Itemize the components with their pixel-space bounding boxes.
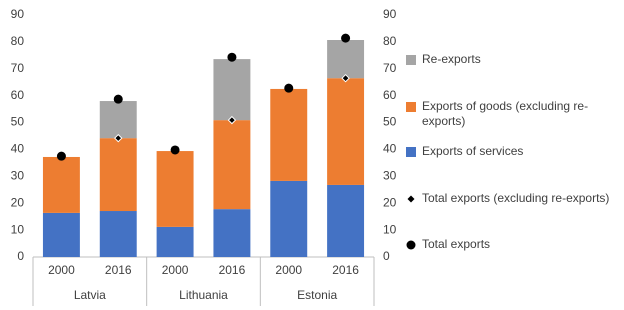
dot-marker <box>341 33 351 43</box>
diamond-marker <box>341 73 350 83</box>
bar-segment <box>42 156 80 213</box>
y2-tick-label: 50 <box>383 115 397 129</box>
legend-swatch <box>406 102 416 112</box>
legend-label: Re-exports <box>422 52 481 66</box>
group-label: Lithuania <box>179 288 228 302</box>
bar-segment <box>327 184 365 257</box>
y2-tick-label: 20 <box>383 195 397 209</box>
legend-swatch <box>406 55 416 65</box>
legend-swatch <box>406 147 416 157</box>
dot-marker <box>227 52 237 62</box>
y-tick-label: 80 <box>11 34 25 48</box>
x-tick-label: 2000 <box>162 263 189 277</box>
legend-swatch <box>407 195 415 203</box>
y2-tick-label: 90 <box>383 7 397 21</box>
y-tick-label: 40 <box>11 142 25 156</box>
y-tick-label: 0 <box>17 249 24 263</box>
legend-swatch <box>406 240 416 250</box>
y-tick-label: 50 <box>11 115 25 129</box>
diamond-marker <box>114 133 123 143</box>
y-tick-label: 10 <box>11 222 25 236</box>
y-tick-label: 70 <box>11 61 25 75</box>
dot-marker <box>56 151 66 161</box>
bar-segment <box>99 138 137 212</box>
bar-segment <box>270 180 308 257</box>
x-tick-label: 2000 <box>275 263 302 277</box>
y-tick-label: 20 <box>11 195 25 209</box>
dot-marker <box>170 145 180 155</box>
bar-segment <box>156 151 194 227</box>
x-tick-label: 2016 <box>219 263 246 277</box>
group-label: Latvia <box>74 288 106 302</box>
y2-tick-label: 30 <box>383 169 397 183</box>
bar-segment <box>327 40 365 79</box>
x-tick-label: 2016 <box>332 263 359 277</box>
legend-label: Exports of services <box>422 144 524 158</box>
y-tick-label: 60 <box>11 88 25 102</box>
bar-segment <box>327 78 365 185</box>
y2-tick-label: 40 <box>383 142 397 156</box>
bar-segment <box>99 101 137 139</box>
bar-segment <box>213 59 251 121</box>
bar-segment <box>270 88 308 181</box>
legend-label: Total exports (excluding re-exports) <box>422 191 610 205</box>
bar-segment <box>42 212 80 257</box>
y2-tick-label: 70 <box>383 61 397 75</box>
y2-tick-label: 10 <box>383 222 397 236</box>
bar-segment <box>99 211 137 257</box>
bar-segment <box>213 120 251 210</box>
x-tick-label: 2016 <box>105 263 132 277</box>
x-tick-label: 2000 <box>48 263 75 277</box>
dot-marker <box>284 83 294 93</box>
y-tick-label: 30 <box>11 169 25 183</box>
y2-tick-label: 0 <box>383 249 390 263</box>
legend-label: Exports of goods (excluding re-exports) <box>422 99 589 128</box>
bar-segment <box>213 209 251 257</box>
legend-label: Total exports <box>422 237 491 251</box>
diamond-marker <box>227 115 237 125</box>
group-label: Estonia <box>297 288 337 302</box>
dot-marker <box>113 94 123 104</box>
y2-tick-label: 60 <box>383 88 397 102</box>
y2-tick-label: 80 <box>383 34 397 48</box>
y-tick-label: 90 <box>11 7 25 21</box>
bar-segment <box>156 226 194 257</box>
